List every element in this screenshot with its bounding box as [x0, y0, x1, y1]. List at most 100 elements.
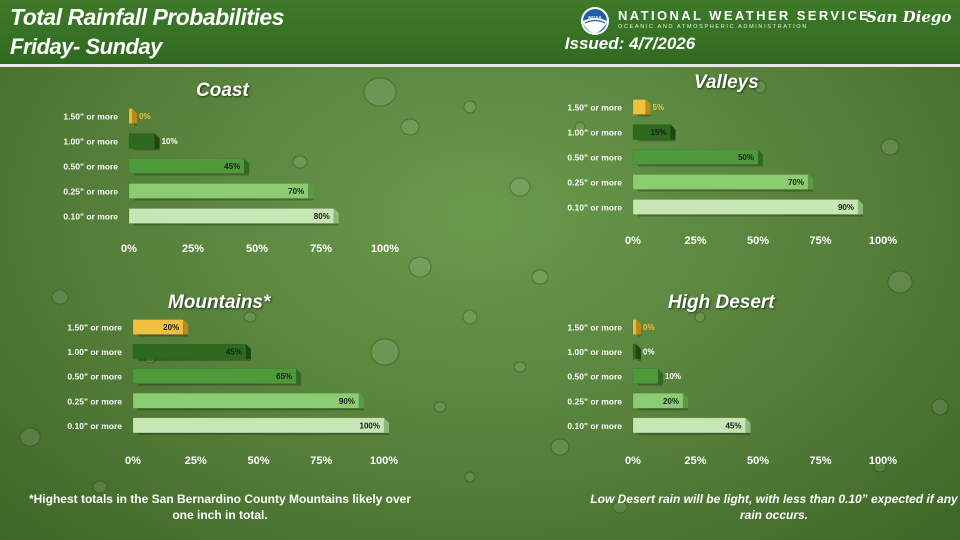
x-tick-label: 100%	[371, 243, 399, 255]
data-label: 100%	[360, 421, 380, 430]
noaa-logo-text: NOAA	[588, 15, 602, 20]
page-subtitle: Friday- Sunday	[10, 34, 162, 59]
raindrop-background	[19, 77, 949, 514]
bar-side-face	[636, 344, 641, 360]
x-tick-label: 25%	[182, 243, 204, 255]
bar-side-face	[758, 149, 763, 165]
x-tick-label: 50%	[247, 455, 269, 467]
category-label: 0.10" or more	[567, 421, 622, 431]
valleys-chart-title: Valleys	[694, 72, 759, 93]
category-label: 1.00" or more	[67, 347, 122, 357]
data-label: 50%	[738, 153, 754, 162]
category-label: 1.50" or more	[63, 112, 118, 122]
x-tick-label: 50%	[747, 235, 769, 247]
bar-side-face	[384, 417, 389, 433]
data-label: 20%	[163, 323, 179, 332]
bar-shadow	[638, 408, 688, 411]
bar-shadow	[138, 408, 364, 411]
data-label: 45%	[226, 348, 242, 357]
category-label: 0.10" or more	[63, 212, 118, 222]
coast-chart-title: Coast	[196, 80, 249, 101]
data-label: 20%	[663, 397, 679, 406]
x-tick-label: 0%	[121, 243, 137, 255]
high-desert-chart-title: High Desert	[668, 292, 775, 313]
agency-subtitle: OCEANIC AND ATMOSPHERIC ADMINISTRATION	[618, 24, 808, 30]
bar-shadow	[138, 359, 251, 362]
bar-side-face	[296, 368, 302, 384]
data-label: 15%	[650, 128, 666, 137]
bar-shadow	[638, 114, 651, 117]
x-tick-label: 75%	[809, 235, 831, 247]
x-tick-label: 75%	[310, 455, 332, 467]
bar-shadow	[134, 148, 160, 151]
bar	[128, 208, 335, 224]
noaa-logo-icon: NOAA	[581, 7, 609, 35]
bar-side-face	[670, 124, 676, 140]
category-label: 0.25" or more	[67, 396, 122, 406]
bar-shadow	[638, 432, 751, 435]
category-label: 0.50" or more	[67, 372, 122, 382]
x-tick-label: 25%	[185, 455, 207, 467]
bar-side-face	[683, 393, 688, 409]
bar-shadow	[638, 359, 641, 362]
x-tick-label: 25%	[684, 455, 706, 467]
x-tick-label: 50%	[246, 243, 268, 255]
agency-name: NATIONAL WEATHER SERVICE	[618, 8, 871, 23]
bar-side-face	[745, 417, 751, 433]
x-tick-label: 100%	[869, 455, 897, 467]
issued-date: Issued: 4/7/2026	[564, 34, 696, 53]
bar-side-face	[132, 108, 137, 124]
bar-shadow	[134, 198, 314, 201]
category-label: 0.10" or more	[67, 421, 122, 431]
bar	[632, 199, 859, 215]
bar-shadow	[134, 123, 137, 126]
page-title: Total Rainfall Probabilities	[10, 4, 284, 30]
bar-side-face	[333, 208, 339, 224]
bar	[128, 108, 133, 124]
bar	[132, 417, 385, 434]
bar-side-face	[808, 174, 813, 190]
bar-side-face	[183, 319, 189, 335]
bar-side-face	[658, 368, 663, 384]
category-label: 1.50" or more	[67, 323, 122, 333]
bar-shadow	[138, 334, 189, 337]
office-name: San Diego	[866, 8, 952, 26]
bar-side-face	[636, 319, 641, 335]
data-label: 90%	[339, 397, 355, 406]
category-label: 1.00" or more	[567, 347, 622, 357]
x-tick-label: 0%	[625, 235, 641, 247]
bar	[132, 393, 360, 409]
data-label: 10%	[162, 137, 178, 146]
category-label: 0.25" or more	[567, 396, 622, 406]
bar-side-face	[154, 133, 160, 149]
bar-shadow	[138, 432, 389, 435]
data-label: 5%	[653, 103, 665, 112]
bar	[132, 368, 297, 384]
bar	[128, 133, 155, 149]
bar-shadow	[638, 214, 863, 217]
bar-shadow	[638, 189, 813, 192]
data-label: 0%	[643, 348, 655, 357]
bar-shadow	[638, 383, 663, 386]
header-bar: Total Rainfall Probabilities Friday- Sun…	[0, 0, 960, 67]
x-tick-label: 75%	[809, 455, 831, 467]
bar-shadow	[138, 383, 302, 386]
category-label: 0.25" or more	[63, 187, 118, 197]
category-label: 0.50" or more	[63, 162, 118, 172]
data-label: 70%	[788, 178, 804, 187]
category-label: 1.50" or more	[567, 323, 622, 333]
x-tick-label: 100%	[370, 455, 398, 467]
bar-side-face	[858, 199, 863, 215]
data-label: 45%	[224, 162, 240, 171]
bar-shadow	[134, 223, 339, 226]
data-label: 80%	[314, 212, 330, 221]
data-label: 0%	[139, 112, 151, 121]
category-label: 1.00" or more	[63, 137, 118, 147]
x-tick-label: 0%	[125, 455, 141, 467]
bar	[632, 368, 659, 384]
mountains-chart-title: Mountains*	[168, 292, 271, 313]
bar-shadow	[134, 173, 250, 176]
category-label: 1.00" or more	[567, 128, 622, 138]
x-tick-label: 25%	[684, 235, 706, 247]
x-tick-label: 100%	[869, 235, 897, 247]
